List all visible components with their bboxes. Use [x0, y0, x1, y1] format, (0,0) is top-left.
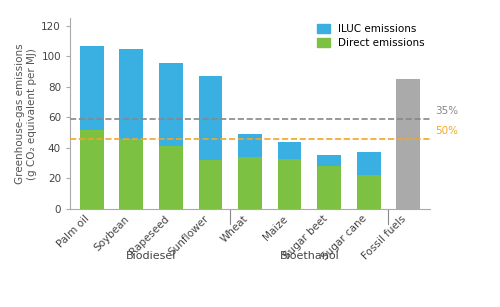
Bar — [198, 76, 222, 160]
Bar — [198, 160, 222, 209]
Bar — [318, 166, 341, 209]
Bar — [238, 157, 262, 209]
Bar — [80, 46, 104, 130]
Text: Bioethanol: Bioethanol — [280, 251, 339, 261]
Bar — [238, 134, 262, 157]
Text: 35%: 35% — [435, 106, 458, 116]
Bar — [159, 146, 182, 209]
Bar — [120, 49, 143, 139]
Bar — [120, 139, 143, 209]
Legend: ILUC emissions, Direct emissions: ILUC emissions, Direct emissions — [318, 24, 425, 48]
Bar — [80, 130, 104, 209]
Bar — [159, 63, 182, 146]
Bar — [318, 155, 341, 166]
Bar — [357, 175, 380, 209]
Bar — [357, 152, 380, 175]
Y-axis label: Greenhouse-gas emissions
(g CO₂ equivalent per MJ): Greenhouse-gas emissions (g CO₂ equivale… — [16, 43, 37, 184]
Bar — [396, 79, 420, 209]
Bar — [278, 158, 301, 209]
Text: 50%: 50% — [435, 126, 458, 136]
Bar — [278, 142, 301, 158]
Text: Biodiesel: Biodiesel — [126, 251, 176, 261]
